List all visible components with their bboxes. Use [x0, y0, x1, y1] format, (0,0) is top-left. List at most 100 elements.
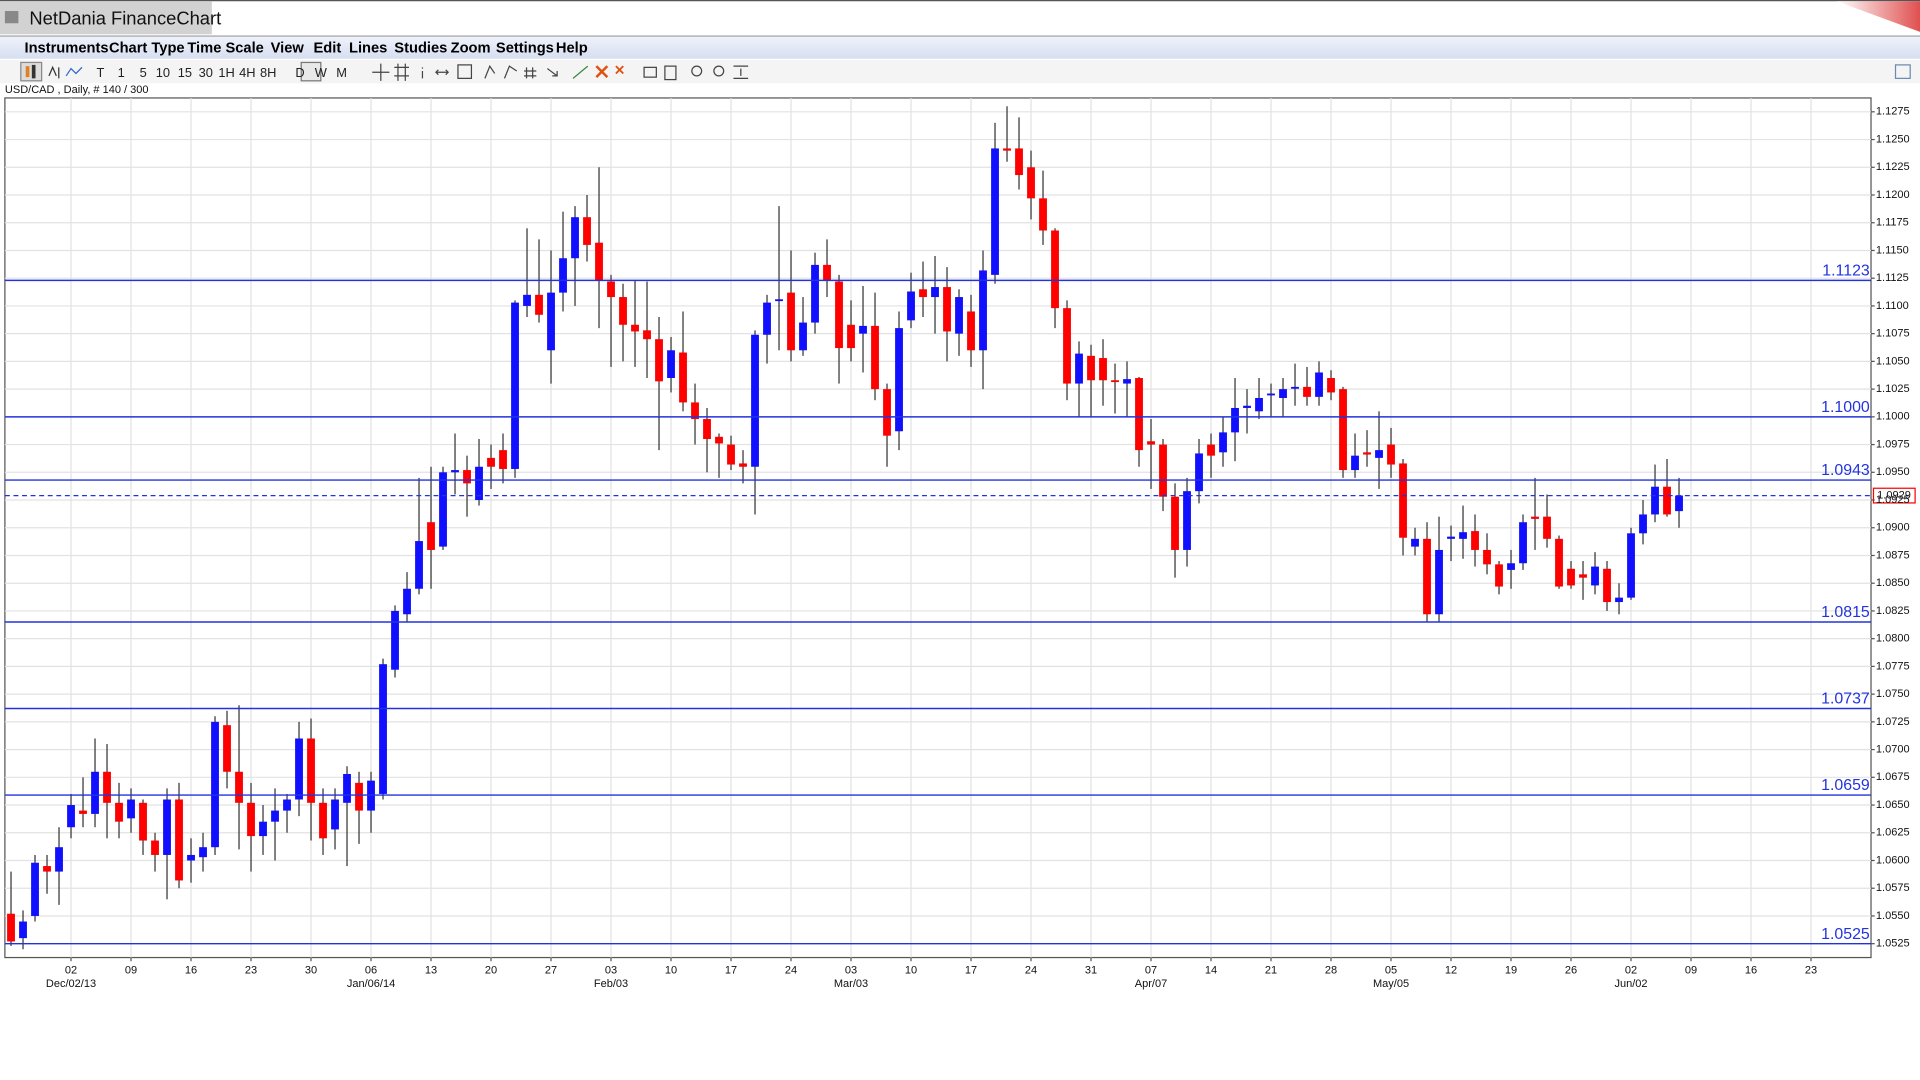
- y-tick-label: 1.1125: [1876, 272, 1909, 284]
- candle-body: [199, 847, 207, 858]
- candle-body: [283, 799, 291, 811]
- candle-body: [391, 610, 399, 670]
- icon-delete[interactable]: [595, 65, 609, 79]
- x-sublabel: Dec/02/13: [46, 978, 96, 990]
- y-tick-label: 1.0975: [1876, 438, 1910, 450]
- candle-body: [139, 802, 147, 841]
- icon-preview[interactable]: [664, 65, 677, 81]
- menu-item[interactable]: Chart Type: [109, 41, 185, 57]
- menu-item[interactable]: Studies: [394, 41, 447, 57]
- candle-body: [1051, 230, 1059, 309]
- timescale-button[interactable]: 30: [199, 65, 213, 80]
- toolbar: [0, 60, 1920, 84]
- timescale-button[interactable]: 1: [118, 65, 125, 80]
- x-tick-label: 27: [545, 964, 557, 976]
- icon-candles: [25, 66, 30, 78]
- y-tick-label: 1.0550: [1876, 910, 1910, 922]
- candle-body: [295, 738, 303, 800]
- icon-delete-all[interactable]: [615, 65, 624, 75]
- icon-zoom-out[interactable]: [713, 65, 725, 77]
- timescale-button[interactable]: M: [336, 65, 347, 80]
- menu-item[interactable]: Time Scale: [187, 41, 263, 57]
- candle-body: [1015, 148, 1023, 176]
- candle-body: [175, 799, 183, 881]
- x-tick-label: 07: [1145, 964, 1157, 976]
- x-tick-label: 02: [1625, 964, 1637, 976]
- menu-item[interactable]: Settings: [496, 41, 554, 57]
- candle-body: [127, 799, 135, 819]
- icon-bars[interactable]: [48, 65, 60, 79]
- candle-body: [1459, 532, 1467, 539]
- icon-grid[interactable]: [394, 63, 409, 81]
- candle-body: [355, 782, 363, 811]
- x-tick-label: 23: [245, 964, 257, 976]
- icon-print[interactable]: [643, 66, 657, 78]
- icon-crosshair[interactable]: [372, 63, 390, 81]
- timescale-button[interactable]: 10: [156, 65, 170, 80]
- icon-fibo[interactable]: [503, 65, 518, 79]
- x-tick-label: 05: [1385, 964, 1397, 976]
- icon-draw[interactable]: [572, 65, 589, 79]
- last-price-label: 1.0929: [1877, 489, 1911, 501]
- candle-body: [1111, 380, 1119, 383]
- icon-trendline[interactable]: [484, 64, 496, 79]
- menu-item[interactable]: Lines: [349, 41, 387, 57]
- chart-title: USD/CAD , Daily, # 140 / 300: [5, 84, 149, 96]
- candle-body: [463, 470, 471, 484]
- menu-item[interactable]: Edit: [313, 41, 341, 57]
- timescale-button[interactable]: W: [315, 65, 328, 80]
- y-tick-label: 1.0750: [1876, 688, 1910, 700]
- menu-item[interactable]: Zoom: [451, 41, 491, 57]
- candle-body: [415, 541, 423, 589]
- x-tick-label: 26: [1565, 964, 1577, 976]
- candle-body: [607, 281, 615, 298]
- candle-body: [583, 217, 591, 245]
- candle-body: [223, 725, 231, 772]
- candle-body: [451, 470, 459, 473]
- last-price-box: [1872, 487, 1916, 504]
- timescale-button[interactable]: T: [96, 65, 104, 80]
- y-tick-label: 1.0725: [1876, 716, 1910, 728]
- y-tick-label: 1.0525: [1876, 938, 1910, 950]
- x-tick-label: 17: [965, 964, 977, 976]
- timescale-button[interactable]: 1H: [218, 65, 234, 80]
- icon-line[interactable]: [65, 66, 83, 77]
- timescale-button[interactable]: 5: [140, 65, 147, 80]
- timescale-button[interactable]: 4H: [239, 65, 255, 80]
- candle-body: [847, 324, 855, 349]
- y-tick-label: 1.1100: [1876, 300, 1909, 312]
- icon-zoom-in[interactable]: [691, 65, 703, 77]
- candle-body: [103, 771, 111, 803]
- timescale-button[interactable]: 8H: [260, 65, 276, 80]
- toolbar-toggle[interactable]: [20, 61, 43, 82]
- menu-item[interactable]: Instruments: [24, 41, 108, 57]
- icon-detach[interactable]: [1894, 64, 1911, 79]
- y-tick-label: 1.1275: [1876, 106, 1910, 118]
- timescale-button[interactable]: 15: [178, 65, 192, 80]
- candle-body: [1483, 549, 1491, 565]
- candle-body: [1387, 444, 1395, 465]
- menu-item[interactable]: Help: [556, 41, 588, 57]
- icon-scroll[interactable]: [435, 69, 450, 76]
- candle-body: [1027, 167, 1035, 199]
- candle-body: [259, 821, 267, 837]
- icon-arrow[interactable]: [546, 68, 558, 77]
- candle-body: [187, 854, 195, 861]
- x-tick-label: 23: [1805, 964, 1817, 976]
- level-label: 1.1000: [1821, 399, 1870, 416]
- icon-channel[interactable]: [524, 67, 537, 79]
- icon-fit[interactable]: [733, 65, 749, 79]
- candle-body: [1615, 597, 1623, 603]
- candle-body: [211, 721, 219, 848]
- candle-body: [1159, 444, 1167, 497]
- x-tick-label: 02: [65, 964, 77, 976]
- candle-body: [1087, 355, 1095, 381]
- title-bar: [0, 0, 1920, 36]
- icon-volume[interactable]: [457, 64, 473, 79]
- timescale-button[interactable]: D: [295, 65, 304, 80]
- menu-item[interactable]: View: [271, 41, 305, 57]
- timescale-buttons: T 1 5 10 15 30 1H 4H 8H D W M: [96, 61, 347, 82]
- candle-body: [1279, 389, 1287, 398]
- levels: 1.1123 1.1000 1.0943 1.0815 1.0737 1.0659 1.05…: [4, 263, 1916, 945]
- candle-body: [919, 289, 927, 298]
